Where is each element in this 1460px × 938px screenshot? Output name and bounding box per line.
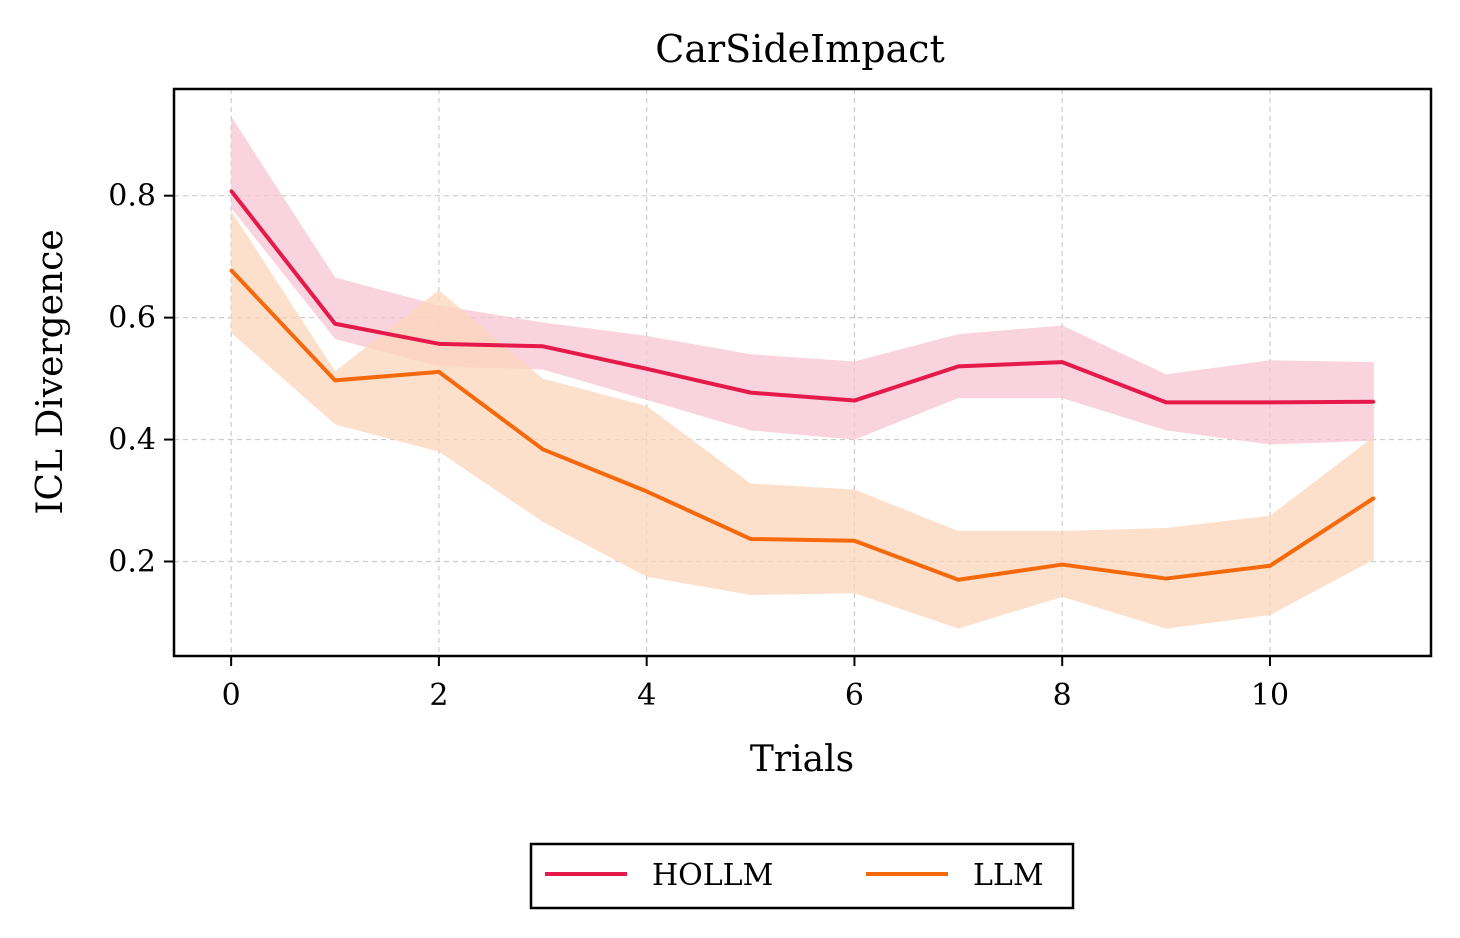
point-hollm xyxy=(1060,360,1064,364)
point-hollm xyxy=(1164,400,1168,404)
y-axis-label: ICL Divergence xyxy=(30,229,71,514)
point-llm xyxy=(437,370,441,374)
x-tick-label: 4 xyxy=(637,678,656,713)
legend-label-hollm: HOLLM xyxy=(652,858,773,893)
y-tick-label: 0.2 xyxy=(108,545,156,580)
point-hollm xyxy=(645,367,649,371)
point-llm xyxy=(541,447,545,451)
point-hollm xyxy=(852,399,856,403)
x-tick-label: 0 xyxy=(222,678,241,713)
y-tick-label: 0.6 xyxy=(108,301,156,336)
x-tick-label: 10 xyxy=(1251,678,1289,713)
x-tick-label: 2 xyxy=(429,678,448,713)
line-hollm xyxy=(229,189,1374,405)
chart-title: CarSideImpact xyxy=(655,27,944,71)
legend-label-llm: LLM xyxy=(973,858,1044,893)
point-llm xyxy=(645,489,649,493)
plot-area-frame xyxy=(172,87,1433,658)
point-llm xyxy=(852,539,856,543)
y-tick-label: 0.8 xyxy=(108,179,156,214)
x-tick-label: 8 xyxy=(1053,678,1072,713)
point-hollm xyxy=(749,391,753,395)
x-axis-label: Trials xyxy=(750,739,854,780)
point-llm xyxy=(229,268,233,272)
point-llm xyxy=(1164,577,1168,581)
x-tick-label: 6 xyxy=(845,678,864,713)
y-tick-label: 0.4 xyxy=(108,423,156,458)
point-llm xyxy=(333,378,337,382)
point-hollm xyxy=(956,364,960,368)
point-hollm xyxy=(1268,400,1272,404)
point-hollm xyxy=(229,189,233,193)
band-llm xyxy=(231,210,1374,629)
legend: HOLLM LLM xyxy=(529,842,1075,910)
line-llm xyxy=(229,268,1375,582)
point-hollm xyxy=(333,322,337,326)
point-llm xyxy=(1268,564,1272,568)
point-hollm xyxy=(1372,400,1376,404)
point-llm xyxy=(749,537,753,541)
point-hollm xyxy=(437,342,441,346)
point-llm xyxy=(1060,563,1064,567)
confidence-bands xyxy=(231,116,1374,629)
point-llm xyxy=(956,578,960,582)
point-llm xyxy=(1372,496,1376,500)
axis-ticks: 0 2 4 6 8 10 0.2 0.4 0.6 0.8 xyxy=(108,179,1289,713)
series-lines xyxy=(229,189,1376,582)
point-hollm xyxy=(541,344,545,348)
